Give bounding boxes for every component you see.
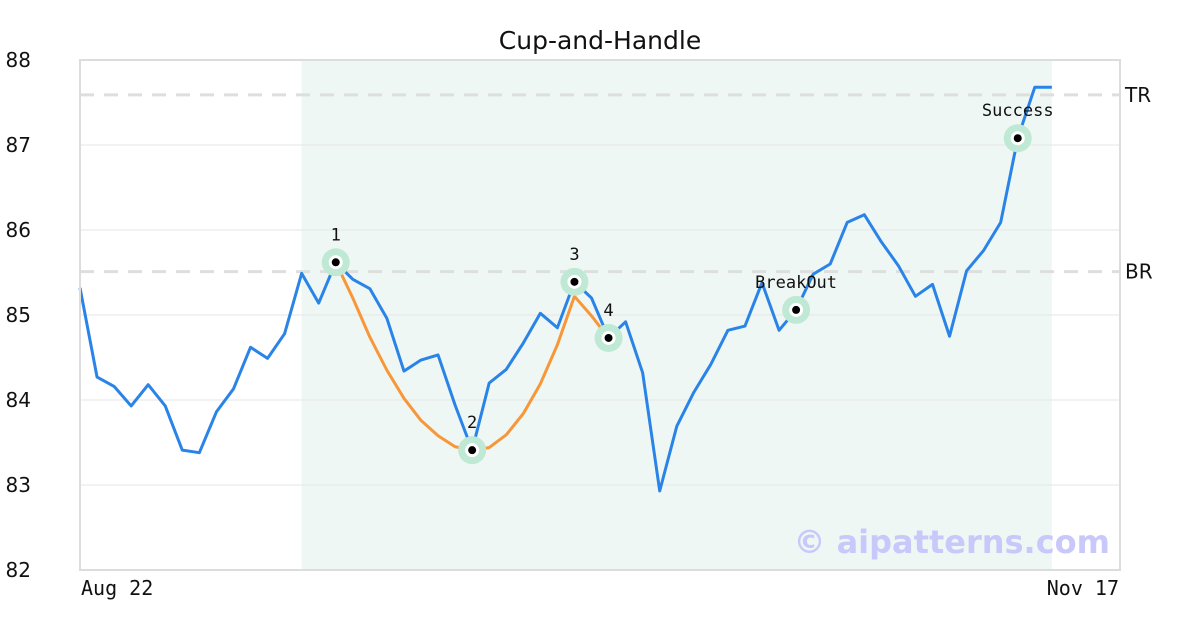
price-line [78, 85, 1052, 493]
annotation-label: 1 [331, 225, 341, 245]
chart-title: Cup-and-Handle [499, 26, 701, 55]
marker-point [792, 305, 801, 314]
x-tick-label-end: Nov 17 [1047, 576, 1119, 600]
y-tick-label: 86 [6, 218, 31, 242]
annotation-label: 4 [603, 301, 613, 321]
annotation-label: 3 [569, 245, 579, 265]
annotation-label: Success [982, 101, 1054, 121]
watermark: © aipatterns.com [793, 523, 1110, 561]
marker-point [570, 277, 579, 286]
marker-point [331, 258, 340, 267]
y-tick-label: 88 [6, 48, 31, 72]
annotation-label: 2 [467, 413, 477, 433]
x-tick-label-start: Aug 22 [81, 576, 153, 600]
level-label-br: BR [1125, 260, 1153, 284]
annotation-label: BreakOut [755, 273, 837, 293]
level-label-tr: TR [1124, 83, 1151, 107]
y-tick-label: 84 [6, 388, 31, 412]
marker-point [1013, 134, 1022, 143]
marker-point [604, 333, 613, 342]
y-tick-label: 82 [6, 558, 31, 582]
y-tick-label: 87 [6, 133, 31, 157]
marker-point [468, 446, 477, 455]
y-tick-label: 83 [6, 473, 31, 497]
y-tick-label: 85 [6, 303, 31, 327]
plot-frame [79, 59, 1121, 571]
